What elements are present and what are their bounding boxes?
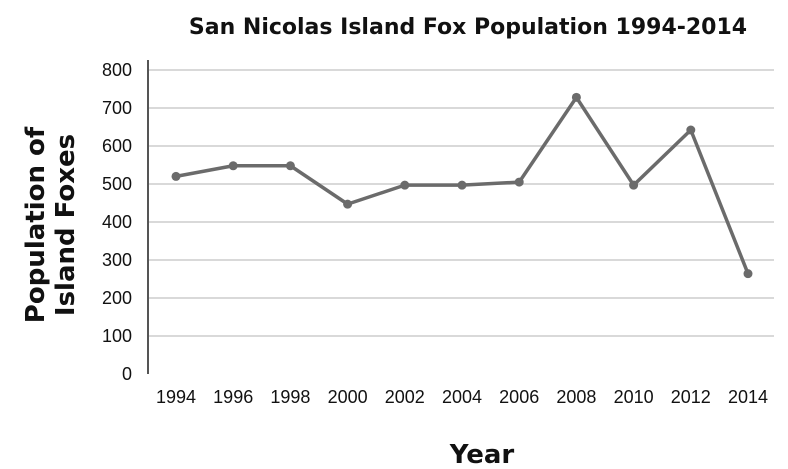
data-point-2010 <box>629 180 639 190</box>
x-tick-label: 1994 <box>156 387 196 407</box>
x-tick-labels: 1994 1996 1998 2000 2002 2004 2006 2008 2010 2012… <box>156 387 768 407</box>
y-axis-title-line2: Island Foxes <box>51 134 81 316</box>
data-point-2002 <box>400 180 410 190</box>
y-tick-label: 800 <box>102 60 132 80</box>
y-tick-label: 0 <box>122 364 132 384</box>
data-point-2004 <box>457 180 467 190</box>
data-point-2000 <box>343 199 353 209</box>
y-tick-label: 500 <box>102 174 132 194</box>
x-tick-label: 2012 <box>671 387 711 407</box>
x-tick-label: 2014 <box>728 387 768 407</box>
y-tick-label: 200 <box>102 288 132 308</box>
y-tick-label: 400 <box>102 212 132 232</box>
x-tick-label: 2008 <box>556 387 596 407</box>
x-tick-label: 2000 <box>328 387 368 407</box>
x-tick-label: 2002 <box>385 387 425 407</box>
data-points <box>171 92 753 279</box>
data-point-1996 <box>228 161 238 171</box>
data-point-2008 <box>571 92 581 102</box>
y-tick-label: 700 <box>102 98 132 118</box>
data-point-1998 <box>285 161 295 171</box>
x-tick-label: 2004 <box>442 387 482 407</box>
data-point-2012 <box>686 125 696 135</box>
y-tick-label: 300 <box>102 250 132 270</box>
y-tick-label: 600 <box>102 136 132 156</box>
x-axis-title: Year <box>449 440 515 469</box>
x-tick-label: 1998 <box>270 387 310 407</box>
data-point-2014 <box>743 269 753 279</box>
data-point-2006 <box>514 177 524 187</box>
data-point-1994 <box>171 171 181 181</box>
chart-title: San Nicolas Island Fox Population 1994-2… <box>189 15 747 40</box>
x-tick-label: 2006 <box>499 387 539 407</box>
x-tick-label: 2010 <box>614 387 654 407</box>
y-tick-label: 100 <box>102 326 132 346</box>
y-axis-title-line1: Population of <box>21 126 51 323</box>
gridlines <box>148 69 774 337</box>
y-tick-labels: 0 100 200 300 400 500 600 700 800 <box>102 60 132 384</box>
x-tick-label: 1996 <box>213 387 253 407</box>
